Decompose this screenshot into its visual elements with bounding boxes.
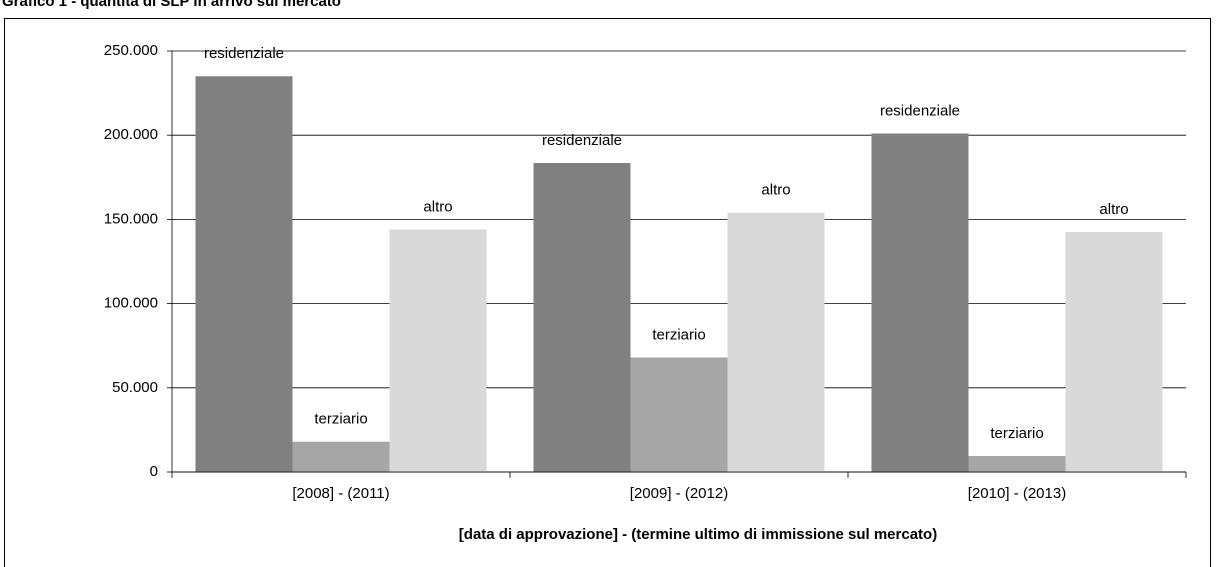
bar — [533, 162, 631, 472]
bar — [1065, 232, 1163, 472]
y-tick-label: 150.000 — [104, 210, 158, 227]
y-tick-label: 100.000 — [104, 295, 158, 312]
y-tick-label: 0 — [150, 463, 158, 480]
x-tick-label: [2010] - (2013) — [968, 485, 1066, 502]
y-tick-label: 50.000 — [112, 379, 158, 396]
x-axis-label: [data di approvazione] - (termine ultimo… — [459, 526, 937, 543]
y-tick-label: 250.000 — [104, 42, 158, 59]
data-label: altro — [761, 182, 790, 199]
bar — [630, 357, 728, 472]
chart-title: Grafico 1 - quantità di SLP in arrivo su… — [2, 0, 341, 10]
bar — [389, 229, 487, 472]
data-label: residenziale — [880, 102, 960, 119]
data-label: altro — [1099, 201, 1128, 218]
bar — [195, 76, 293, 472]
y-tick-label: 200.000 — [104, 126, 158, 143]
data-label: residenziale — [204, 45, 284, 62]
data-label: terziario — [314, 411, 367, 428]
data-label: residenziale — [542, 132, 622, 149]
data-label: terziario — [990, 425, 1043, 442]
data-label: terziario — [652, 326, 705, 343]
bar — [727, 212, 825, 472]
data-label: altro — [423, 198, 452, 215]
chart-border — [4, 18, 1211, 567]
bar — [292, 441, 390, 472]
x-tick-label: [2009] - (2012) — [630, 485, 728, 502]
x-tick-label: [2008] - (2011) — [292, 485, 389, 502]
bar — [968, 456, 1066, 472]
bar — [871, 133, 969, 473]
